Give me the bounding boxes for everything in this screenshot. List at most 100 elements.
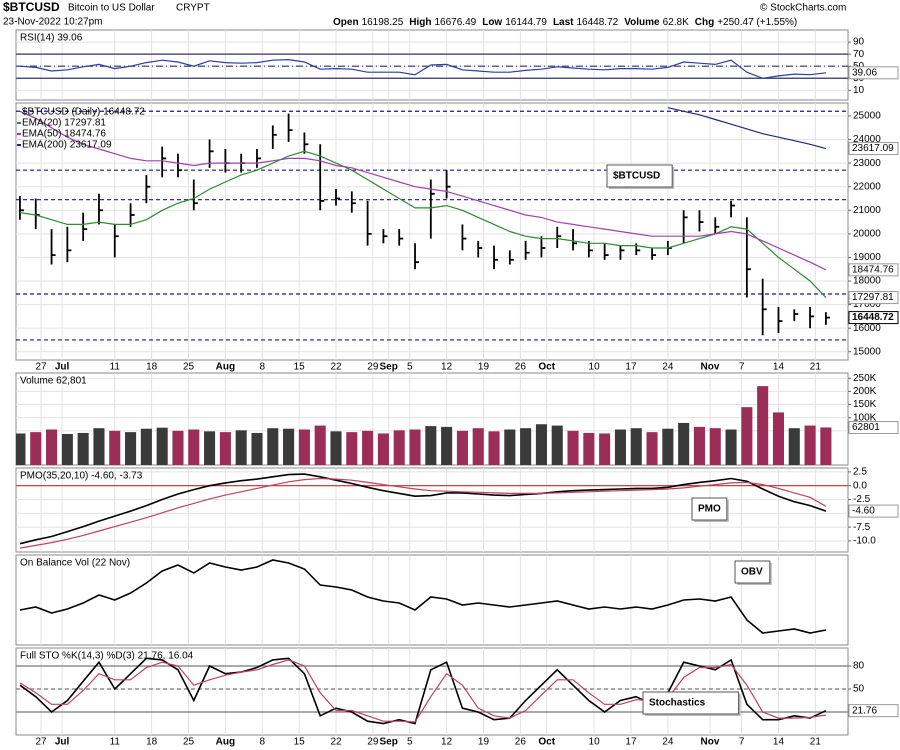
volume-bar xyxy=(16,433,26,465)
x-tick-label: 18 xyxy=(146,362,158,373)
legend-entry: EMA(200) 23617.09 xyxy=(22,140,112,151)
volume-bar xyxy=(93,428,105,465)
volume-bar xyxy=(520,428,532,465)
x-tick-label: 19 xyxy=(478,737,490,748)
x-tick-label: 5 xyxy=(407,737,413,748)
volume-bar xyxy=(804,425,816,465)
x-tick-label: Oct xyxy=(538,362,555,373)
y-tick-label: 24000 xyxy=(853,134,881,145)
x-tick-label: 27 xyxy=(35,737,47,748)
x-tick-label: 17 xyxy=(625,362,637,373)
y-tick-label: 2.5 xyxy=(853,467,867,478)
quote-label: Low xyxy=(482,17,502,28)
value-tag xyxy=(848,142,899,156)
panel-title: PMO(35,20,10) -4.60, -3.73 xyxy=(20,471,143,482)
series-line xyxy=(19,559,827,634)
x-tick-label: 12 xyxy=(441,737,453,748)
volume-bar xyxy=(678,422,690,465)
volume-bar xyxy=(267,428,279,465)
value-tag xyxy=(848,420,899,434)
x-tick-label: Nov xyxy=(701,737,720,748)
volume-bar xyxy=(488,431,500,465)
y-tick-label: 16000 xyxy=(853,323,881,334)
series-line xyxy=(667,107,827,150)
x-tick-label: 14 xyxy=(773,362,785,373)
annotation-box xyxy=(734,560,771,584)
x-tick-label: 29 xyxy=(367,737,379,748)
y-tick-label: 15000 xyxy=(853,346,881,357)
quote-label: Chg xyxy=(695,17,714,28)
x-tick-label: 10 xyxy=(589,737,601,748)
value-tag xyxy=(848,66,899,80)
volume-bar xyxy=(172,430,184,465)
value-tag xyxy=(848,311,899,325)
x-tick-label: Oct xyxy=(538,737,555,748)
y-tick-label: -2.5 xyxy=(853,494,871,505)
x-tick-label: Sep xyxy=(380,362,398,373)
volume-bar xyxy=(646,432,658,465)
symbol: $BTCUSD xyxy=(3,0,60,14)
volume-bar xyxy=(125,432,137,465)
legend-entry: EMA(20) 17297.81 xyxy=(22,118,106,129)
x-tick-label: Jul xyxy=(55,737,70,748)
volume-bar xyxy=(330,431,342,465)
volume-bar xyxy=(567,430,579,465)
quote-value: 62.8K xyxy=(663,17,689,28)
x-tick-label: Sep xyxy=(380,737,398,748)
x-tick-label: 24 xyxy=(662,737,674,748)
y-tick-label: 250K xyxy=(853,373,877,384)
value-tag-label: 16448.72 xyxy=(852,312,894,323)
volume-bar xyxy=(283,428,295,465)
plot-area xyxy=(19,58,826,79)
volume-bar xyxy=(298,429,310,465)
plot-area xyxy=(19,657,827,725)
x-tick-label: 27 xyxy=(35,362,47,373)
value-tag xyxy=(848,291,899,305)
value-tag-label: 62801 xyxy=(852,422,880,433)
volume-bar xyxy=(77,432,89,465)
y-tick-label: 25000 xyxy=(853,111,881,122)
x-tick-label: 15 xyxy=(294,362,306,373)
volume-bar xyxy=(583,432,595,465)
volume-bar xyxy=(709,428,721,465)
x-tick-label: 10 xyxy=(589,362,601,373)
x-tick-label: 8 xyxy=(259,737,265,748)
volume-bar xyxy=(425,426,437,465)
volume-bar xyxy=(377,433,389,465)
y-tick-label: 17000 xyxy=(853,299,881,310)
x-tick-label: 19 xyxy=(478,362,490,373)
y-tick-label: 20000 xyxy=(853,228,881,239)
volume-bar xyxy=(535,424,547,465)
volume-bar xyxy=(393,430,405,465)
x-tick-label: 7 xyxy=(739,362,745,373)
copyright: © StockCharts.com xyxy=(760,3,846,14)
x-tick-label: 22 xyxy=(330,362,342,373)
y-tick-label: 10 xyxy=(853,85,865,96)
y-tick-label: 70 xyxy=(853,49,865,60)
series-line xyxy=(19,473,827,545)
volume-bar xyxy=(725,429,737,465)
y-tick-label: 23000 xyxy=(853,158,881,169)
volume-bar xyxy=(614,429,626,465)
series-line xyxy=(19,659,826,723)
annotation-box xyxy=(642,691,740,715)
x-tick-label: 25 xyxy=(183,362,195,373)
annotation: OBV xyxy=(741,567,763,578)
volume-bar xyxy=(504,429,516,465)
panel-title: Full STO %K(14,3) %D(3) 21.76, 16.04 xyxy=(20,651,194,662)
series-line xyxy=(19,477,827,549)
y-tick-label: -7.5 xyxy=(853,522,871,533)
value-tag-label: 21.76 xyxy=(852,705,877,716)
panel-title: RSI(14) 39.06 xyxy=(20,33,83,44)
annotation-box xyxy=(691,497,728,521)
volume-bar xyxy=(662,428,674,465)
y-tick-label: 90 xyxy=(853,37,865,48)
volume-bar xyxy=(362,430,374,465)
plot-area xyxy=(19,559,827,634)
panel-title: Volume 62,801 xyxy=(20,376,87,387)
volume-bar xyxy=(188,429,200,465)
x-tick-label: Aug xyxy=(216,362,235,373)
x-tick-label: 25 xyxy=(183,737,195,748)
x-tick-label: 7 xyxy=(739,737,745,748)
x-tick-label: 18 xyxy=(146,737,158,748)
